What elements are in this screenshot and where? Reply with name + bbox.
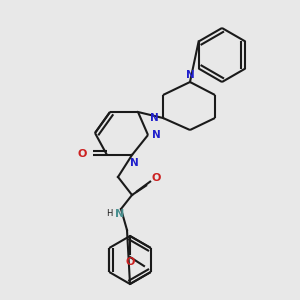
Text: H: H (106, 209, 112, 218)
Text: O: O (125, 257, 135, 267)
Text: O: O (77, 149, 87, 159)
Text: N: N (186, 70, 194, 80)
Text: O: O (151, 173, 161, 183)
Text: N: N (130, 158, 138, 168)
Text: N: N (152, 130, 160, 140)
Text: N: N (116, 209, 124, 219)
Text: N: N (150, 113, 158, 123)
